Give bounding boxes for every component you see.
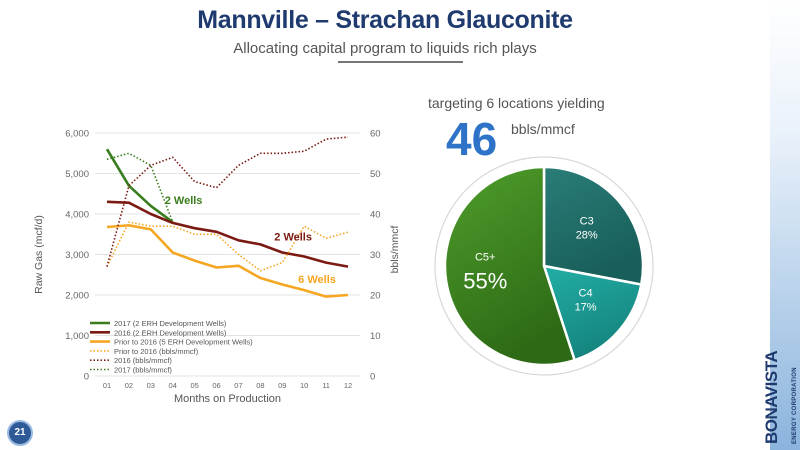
legend-label: 2016 (2 ERH Development Wells) [114, 328, 227, 337]
y-tick-label: 5,000 [65, 169, 89, 180]
y-tick-label: 2,000 [65, 291, 89, 302]
legend-label: 2017 (2 ERH Development Wells) [114, 319, 227, 328]
x-tick-label: 12 [344, 381, 352, 390]
y-tick-label: 1,000 [65, 331, 89, 342]
y2-tick-label: 40 [370, 210, 381, 221]
x-tick-label: 06 [212, 381, 220, 390]
x-tick-label: 11 [322, 381, 330, 390]
y2-tick-label: 10 [370, 331, 381, 342]
series-line-0 [105, 148, 174, 224]
x-tick-label: 02 [125, 381, 133, 390]
annotation-label: 2 Wells [274, 231, 312, 243]
y2-axis-label: bbls/mmcf [389, 225, 401, 273]
pie-slice-label: C5+ [475, 252, 496, 264]
y-axis-label: Raw Gas (mcf/d) [33, 215, 45, 294]
annotation-label: 6 Wells [298, 274, 336, 286]
x-tick-label: 01 [103, 381, 111, 390]
pie-slice-c4 [542, 264, 643, 362]
x-tick-label: 10 [300, 381, 308, 390]
x-tick-label: 07 [234, 381, 242, 390]
x-tick-label: 03 [147, 381, 155, 390]
series-line-1 [106, 200, 349, 268]
legend-label: 2016 (bbls/mmcf) [114, 356, 172, 365]
pie-outer-ring [434, 156, 654, 376]
pie-slice-value: 17% [575, 302, 597, 314]
production-line-chart: 01,0002,0003,0004,0005,0006,000010203040… [33, 129, 401, 406]
series-line-5 [106, 152, 174, 223]
x-axis-label: Months on Production [174, 393, 281, 405]
callout-lead: targeting 6 locations yielding [428, 95, 605, 111]
pie-slice-value: 55% [463, 269, 507, 294]
page-subtitle: Allocating capital program to liquids ri… [233, 40, 537, 57]
x-tick-label: 05 [190, 381, 198, 390]
legend-label: 2017 (bbls/mmcf) [114, 366, 172, 375]
pie-slice-value: 28% [576, 230, 598, 242]
pie-slice-label: C3 [580, 216, 594, 228]
y2-tick-label: 50 [370, 169, 381, 180]
legend-label: Prior to 2016 (5 ERH Development Wells) [114, 338, 253, 347]
company-tagline: ENERGY CORPORATION [792, 367, 798, 444]
callout-unit: bbls/mmcf [511, 121, 575, 137]
annotation-label: 2 Wells [165, 195, 203, 207]
x-tick-label: 08 [256, 381, 264, 390]
subtitle-underline [338, 61, 463, 63]
pie-slice-c5plus [443, 165, 577, 367]
y2-tick-label: 20 [370, 291, 381, 302]
right-accent-stripe [770, 0, 800, 450]
y-tick-label: 4,000 [65, 210, 89, 221]
y-tick-label: 0 [84, 372, 89, 383]
y2-tick-label: 0 [370, 372, 375, 383]
pie-slice-label: C4 [579, 288, 593, 300]
page-number-badge: 21 [7, 420, 33, 446]
series-line-4 [106, 136, 349, 267]
pie-slice-c3 [542, 165, 645, 287]
series-line-2 [106, 224, 349, 298]
series-line-3 [106, 221, 349, 272]
y2-tick-label: 30 [370, 250, 381, 261]
page-title: Mannville – Strachan Glauconite [197, 6, 573, 34]
company-logo: BONAVISTA [762, 350, 781, 444]
x-tick-label: 04 [169, 381, 177, 390]
y2-tick-label: 60 [370, 129, 381, 140]
legend-label: Prior to 2016 (bbls/mmcf) [114, 347, 199, 356]
y-tick-label: 3,000 [65, 250, 89, 261]
x-tick-label: 09 [278, 381, 286, 390]
y-tick-label: 6,000 [65, 129, 89, 140]
callout-value: 46 [446, 113, 498, 165]
